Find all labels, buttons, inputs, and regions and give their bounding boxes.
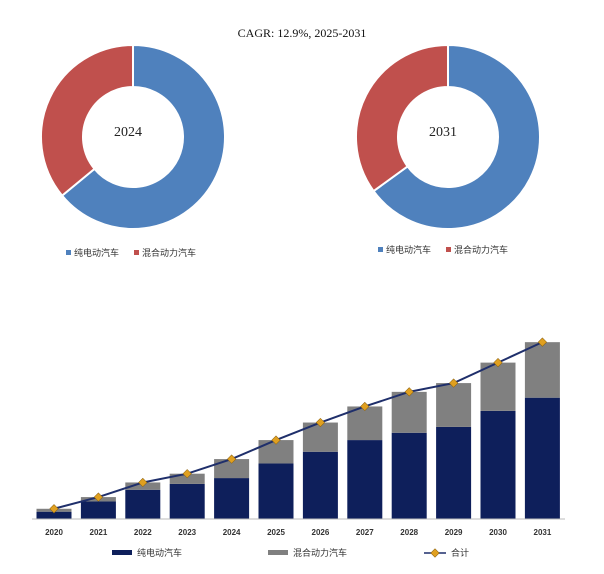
bar-bev-2022 xyxy=(125,489,161,519)
bar-bev-2025 xyxy=(258,463,294,519)
donut-legend-2031: 纯电动汽车 混合动力汽车 xyxy=(378,244,508,255)
donut-slice-phev-2024 xyxy=(40,43,134,198)
total-marker-2024 xyxy=(227,454,237,464)
bar-phev-2030 xyxy=(480,362,516,411)
bar-bev-2021 xyxy=(80,501,116,519)
x-tick-label: 2024 xyxy=(223,528,241,537)
x-tick-label: 2020 xyxy=(45,528,63,537)
x-tick-label: 2026 xyxy=(312,528,330,537)
bar-bev-2027 xyxy=(347,440,383,519)
legend-label-bar-phev: 混合动力汽车 xyxy=(293,547,347,558)
bar-bev-2028 xyxy=(391,432,427,519)
x-tick-label: 2031 xyxy=(534,528,552,537)
donut-slice-bev-2024 xyxy=(60,43,226,230)
total-marker-2029 xyxy=(449,378,459,388)
bar-bev-2024 xyxy=(214,478,250,519)
bar-bev-2030 xyxy=(480,410,516,519)
donut-chart-2024 xyxy=(40,43,226,230)
legend-swatch-bar-bev xyxy=(112,550,132,555)
donut-center-label-2031: 2031 xyxy=(429,125,457,140)
legend-label-bar-bev: 纯电动汽车 xyxy=(137,547,182,558)
total-marker-2023 xyxy=(182,469,192,479)
bar-bev-2031 xyxy=(524,397,560,519)
bar-phev-2024 xyxy=(214,459,250,479)
donut-chart-2031 xyxy=(355,43,541,230)
x-tick-label: 2021 xyxy=(90,528,108,537)
legend-label-total: 合计 xyxy=(451,547,469,558)
bar-phev-2029 xyxy=(436,383,472,427)
total-marker-2028 xyxy=(404,387,414,397)
x-tick-label: 2023 xyxy=(178,528,196,537)
legend-label-phev: 混合动力汽车 xyxy=(454,244,508,255)
total-line xyxy=(49,337,547,514)
bar-phev-2031 xyxy=(524,342,560,398)
x-tick-label: 2025 xyxy=(267,528,285,537)
stacked-bar-chart xyxy=(36,342,560,519)
total-line-path xyxy=(53,341,543,510)
donut-slice-bev-2031 xyxy=(372,43,541,230)
total-marker-2026 xyxy=(315,417,325,428)
donut-legend-2024: 纯电动汽车 混合动力汽车 xyxy=(66,247,196,258)
x-tick-label: 2028 xyxy=(400,528,418,537)
bar-bev-2026 xyxy=(302,451,338,519)
x-tick-label: 2022 xyxy=(134,528,152,537)
donut-center-label-2024: 2024 xyxy=(114,125,142,140)
legend-label-bev: 纯电动汽车 xyxy=(74,247,119,258)
x-tick-label: 2027 xyxy=(356,528,374,537)
total-marker-2025 xyxy=(271,435,281,445)
bar-phev-2028 xyxy=(391,391,427,433)
bar-bev-2020 xyxy=(36,511,72,519)
bar-phev-2027 xyxy=(347,406,383,441)
total-marker-2031 xyxy=(537,337,547,347)
total-marker-2027 xyxy=(360,401,370,412)
total-marker-2020 xyxy=(49,504,59,514)
legend-swatch-total-marker xyxy=(430,548,440,558)
legend-swatch-phev xyxy=(134,250,139,255)
legend-swatch-bev xyxy=(378,247,383,252)
total-marker-2022 xyxy=(138,477,148,488)
total-marker-2030 xyxy=(493,358,503,368)
bar-phev-2023 xyxy=(169,473,205,484)
legend-label-bev: 纯电动汽车 xyxy=(386,244,431,255)
total-marker-2021 xyxy=(93,492,103,502)
legend-label-phev: 混合动力汽车 xyxy=(142,247,196,258)
bar-phev-2025 xyxy=(258,440,294,464)
cagr-title: CAGR: 12.9%, 2025-2031 xyxy=(237,26,367,40)
legend-swatch-phev xyxy=(446,247,451,252)
bar-bev-2029 xyxy=(436,426,472,519)
legend-swatch-bar-phev xyxy=(268,550,288,555)
bar-bev-2023 xyxy=(169,483,205,519)
donut-slice-phev-2031 xyxy=(355,43,449,193)
x-tick-label: 2029 xyxy=(445,528,463,537)
legend-swatch-bev xyxy=(66,250,71,255)
bar-legend: 纯电动汽车 混合动力汽车 合计 xyxy=(112,547,469,558)
x-tick-label: 2030 xyxy=(489,528,507,537)
x-axis-ticks: 2020 2021 2022 2023 2024 2025 2026 2027 2028 2029… xyxy=(45,528,552,537)
